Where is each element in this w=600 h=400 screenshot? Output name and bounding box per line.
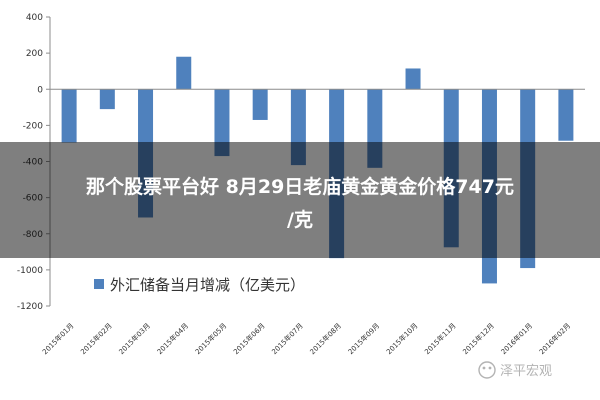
y-tick-label: 200 <box>26 49 43 59</box>
bar <box>558 89 574 141</box>
y-tick-label: 400 <box>26 13 43 23</box>
legend-label: 外汇储备当月增减（亿美元） <box>110 276 305 294</box>
x-tick-label: 2016年02月 <box>537 321 572 356</box>
x-tick-label: 2015年02月 <box>79 321 114 356</box>
x-tick-label: 2015年07月 <box>270 321 305 356</box>
x-tick-label: 2016年01月 <box>499 321 534 356</box>
legend: 外汇储备当月增减（亿美元） <box>94 276 305 294</box>
y-tick-label: -1000 <box>17 266 43 276</box>
bar <box>252 89 268 120</box>
bar <box>214 89 230 157</box>
y-tick-label: -200 <box>23 121 44 131</box>
x-tick-label: 2015年09月 <box>346 321 381 356</box>
overlay-title-line1: 那个股票平台好 8月29日老庙黄金黄金价格747元 <box>86 175 514 198</box>
y-tick-label: -1200 <box>17 302 43 312</box>
bar <box>99 89 115 110</box>
x-tick-label: 2015年01月 <box>40 321 75 356</box>
overlay-banner <box>0 142 600 258</box>
x-tick-label: 2015年03月 <box>117 321 152 356</box>
overlay-title-line2: /克 <box>287 208 313 231</box>
watermark-text: 泽平宏观 <box>500 364 552 379</box>
watermark-icon <box>478 361 496 379</box>
bar <box>176 56 192 90</box>
y-tick-label: 0 <box>37 85 43 95</box>
x-tick-label: 2015年10月 <box>384 321 419 356</box>
bar <box>405 68 421 90</box>
legend-swatch <box>94 279 104 289</box>
x-tick-label: 2015年11月 <box>422 321 457 356</box>
x-tick-label: 2015年12月 <box>461 321 496 356</box>
watermark: 泽平宏观 <box>478 361 552 379</box>
x-tick-label: 2015年05月 <box>193 321 228 356</box>
x-tick-label: 2015年06月 <box>231 321 266 356</box>
x-tick-label: 2015年04月 <box>155 321 190 356</box>
x-tick-label: 2015年08月 <box>308 321 343 356</box>
bar <box>61 89 77 143</box>
